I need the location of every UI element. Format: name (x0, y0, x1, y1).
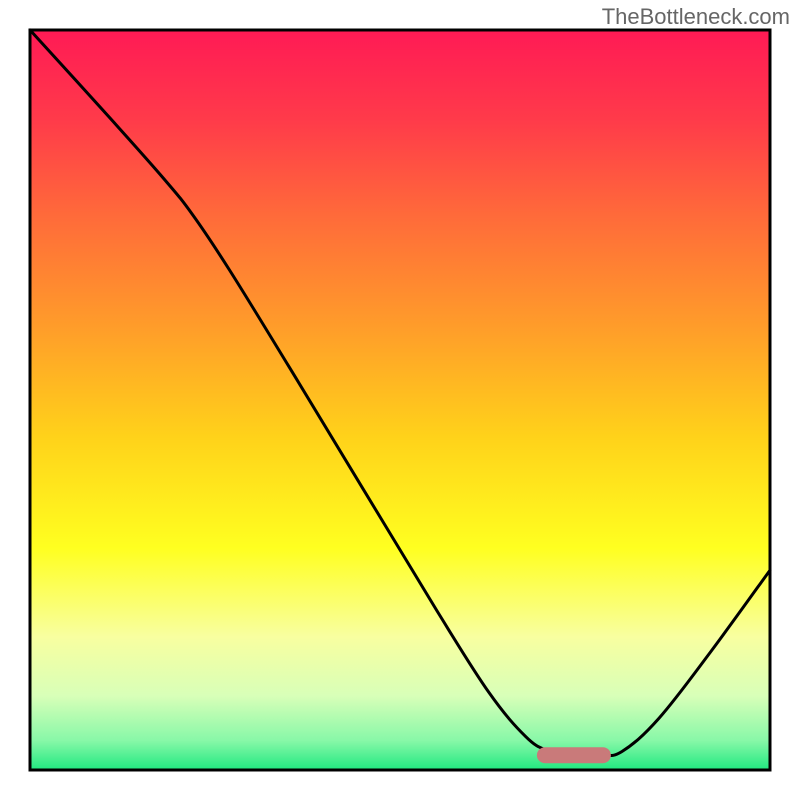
optimal-range-marker (537, 747, 611, 763)
bottleneck-chart (0, 0, 800, 800)
watermark-text: TheBottleneck.com (602, 4, 790, 30)
plot-background (30, 30, 770, 770)
chart-container: TheBottleneck.com (0, 0, 800, 800)
